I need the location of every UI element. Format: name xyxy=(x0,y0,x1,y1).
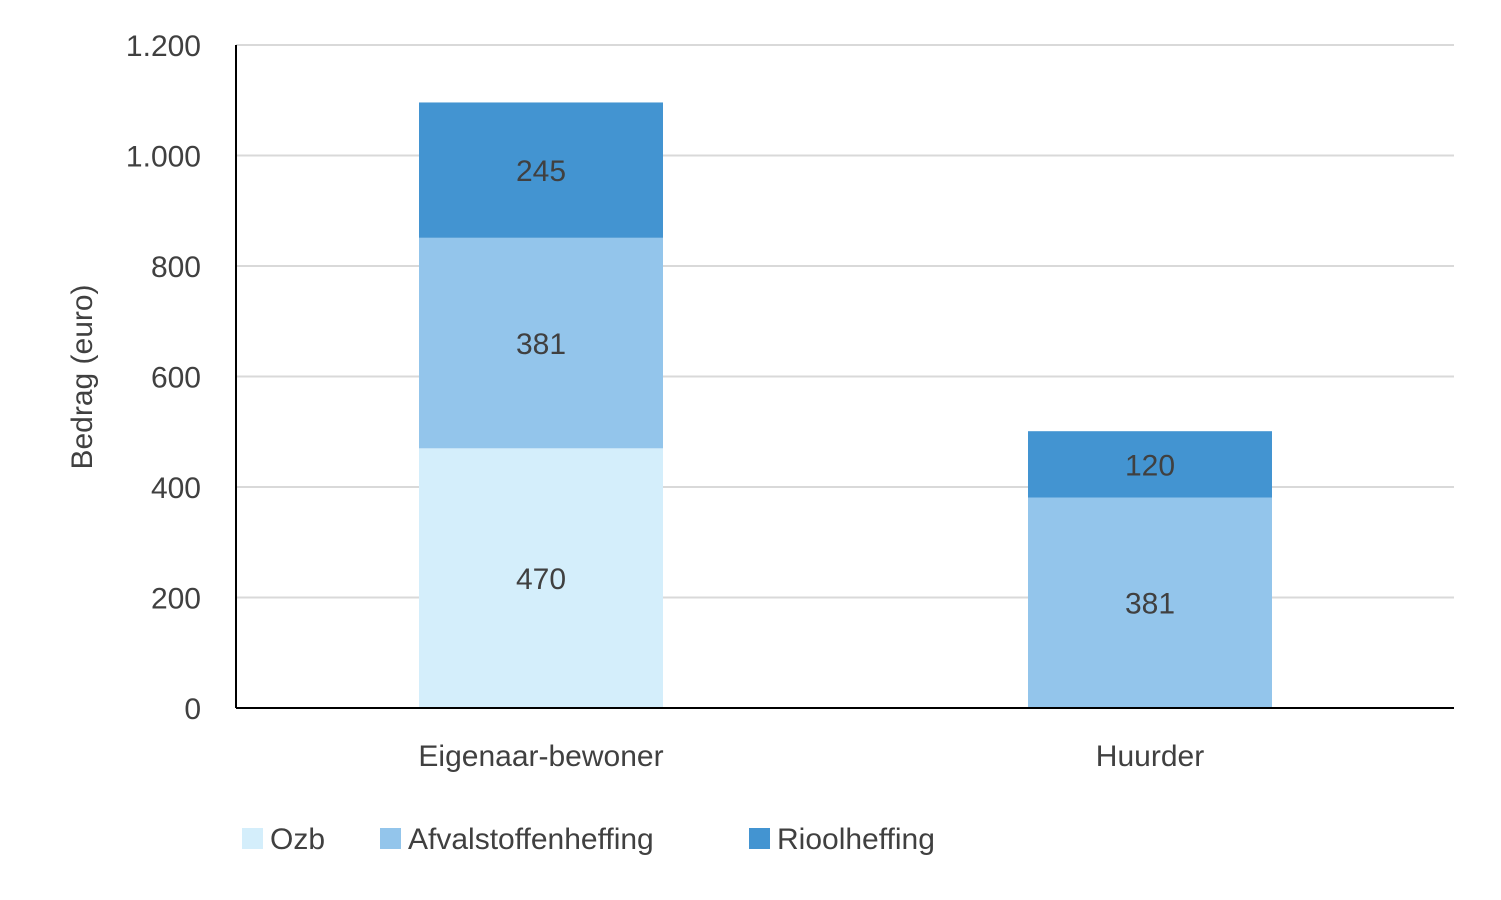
legend: Ozb Afvalstoffenheffing Rioolheffing xyxy=(242,823,935,856)
y-tick-label: 600 xyxy=(151,362,201,395)
y-axis-title: Bedrag (euro) xyxy=(66,284,99,469)
legend-swatch xyxy=(242,828,263,849)
data-label: 245 xyxy=(516,155,566,188)
y-tick-label: 0 xyxy=(184,693,201,726)
data-label: 120 xyxy=(1125,449,1175,482)
x-category-label: Huurder xyxy=(1096,740,1204,773)
bar-segment-afvalstoffenheffing xyxy=(1028,497,1272,708)
x-category-labels: Eigenaar-bewoner Huurder xyxy=(418,740,1204,773)
bars xyxy=(419,102,1272,708)
y-tick-labels: 0 200 400 600 800 1.000 1.200 xyxy=(126,30,201,726)
bar-segment-rioolheffing xyxy=(1028,431,1272,498)
bar-segment-ozb xyxy=(419,448,663,708)
bar-segment-rioolheffing xyxy=(419,102,663,238)
y-tick-label: 400 xyxy=(151,472,201,505)
axes xyxy=(235,45,1454,709)
legend-swatch xyxy=(380,828,401,849)
y-tick-label: 800 xyxy=(151,251,201,284)
bar-segment-afvalstoffenheffing xyxy=(419,237,663,449)
legend-label: Rioolheffing xyxy=(777,823,935,856)
x-category-label: Eigenaar-bewoner xyxy=(418,740,663,773)
legend-swatch xyxy=(749,828,770,849)
data-label: 470 xyxy=(516,563,566,596)
y-tick-label: 1.200 xyxy=(126,30,201,63)
data-label: 381 xyxy=(516,328,566,361)
data-labels: 470 381 245 381 120 xyxy=(516,155,1175,621)
data-label: 381 xyxy=(1125,588,1175,621)
y-tick-label: 1.000 xyxy=(126,141,201,174)
y-tick-label: 200 xyxy=(151,583,201,616)
legend-label: Ozb xyxy=(270,823,325,856)
legend-label: Afvalstoffenheffing xyxy=(408,823,654,856)
